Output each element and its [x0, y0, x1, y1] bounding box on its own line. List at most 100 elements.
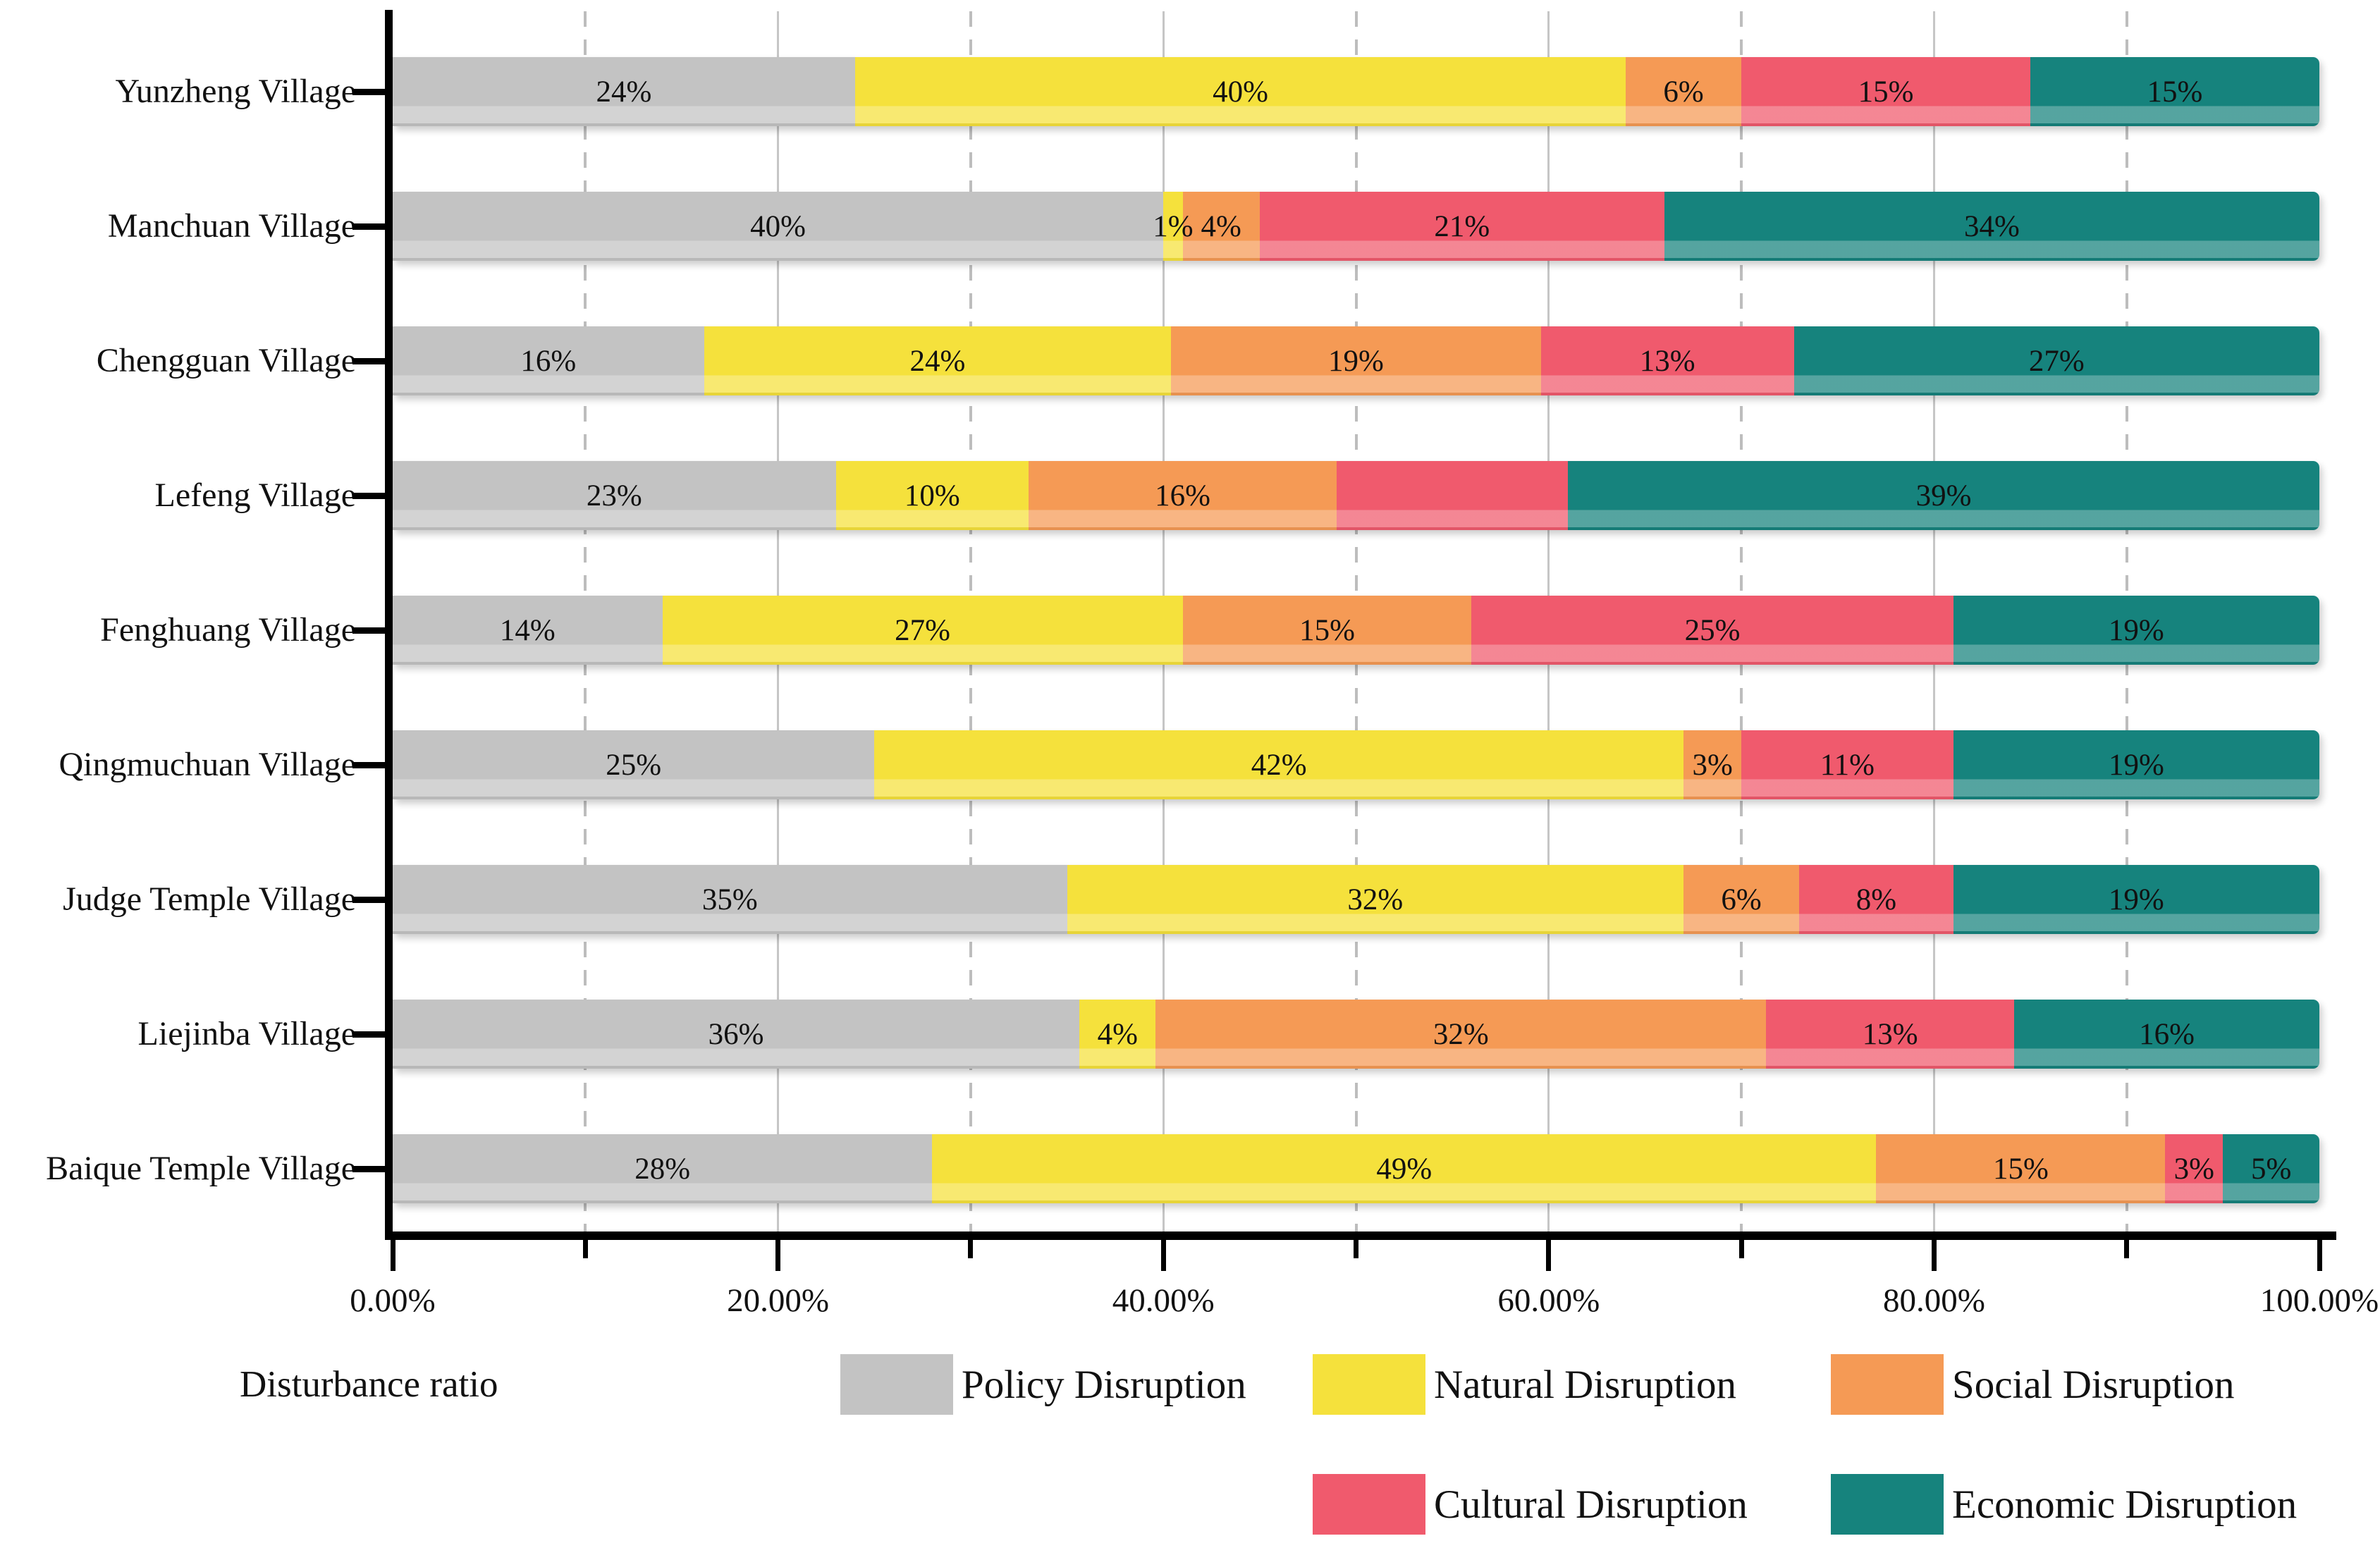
- bar-value-label: 24%: [909, 344, 966, 378]
- bar-value-label: 19%: [1328, 344, 1384, 378]
- bar-segment-cultural-disruption: 3%: [2165, 1134, 2223, 1203]
- legend-item-cultural-disruption: Cultural Disruption: [1313, 1474, 1748, 1535]
- x-axis-tick-label: 40.00%: [1112, 1282, 1215, 1319]
- y-axis-tick: [352, 223, 386, 230]
- bar-segment-economic-disruption: 34%: [1664, 192, 2319, 261]
- bar-segment-policy-disruption: 25%: [393, 730, 875, 799]
- bar-segment-social-disruption: 6%: [1626, 57, 1742, 126]
- bar-segment-economic-disruption: 27%: [1793, 326, 2319, 395]
- bar-segment-cultural-disruption: 21%: [1259, 192, 1664, 261]
- bar-value-label: 25%: [606, 748, 662, 782]
- x-axis-tick-10: [582, 1240, 588, 1258]
- bar-segment-economic-disruption: 19%: [1953, 865, 2319, 934]
- legend-item-social-disruption: Social Disruption: [1831, 1354, 2235, 1415]
- bar-segment-cultural-disruption: 8%: [1799, 865, 1953, 934]
- bar-value-label: 16%: [2139, 1017, 2195, 1051]
- bar-value-label: 16%: [520, 344, 577, 378]
- bar-value-label: 19%: [2108, 883, 2164, 916]
- bar-value-label: 19%: [2108, 748, 2164, 782]
- x-axis-tick-label: 80.00%: [1882, 1282, 1985, 1319]
- bar-segment-economic-disruption: 19%: [1953, 730, 2319, 799]
- category-label: Liejinba Village: [137, 1015, 356, 1052]
- category-label: Yunzheng Village: [115, 73, 356, 110]
- bar-segment-policy-disruption: 24%: [393, 57, 855, 126]
- bar-value-label: 16%: [1155, 479, 1210, 512]
- bar-segment-social-disruption: 3%: [1683, 730, 1742, 799]
- bar-segment-natural-disruption: 24%: [704, 326, 1172, 395]
- y-axis-tick: [352, 1166, 386, 1172]
- bar-segment-cultural-disruption: 15%: [1741, 57, 2030, 126]
- x-axis-tick-label: 20.00%: [727, 1282, 830, 1319]
- bar-value-label: 35%: [701, 883, 758, 916]
- x-axis-tick-30: [968, 1240, 974, 1258]
- category-label: Lefeng Village: [154, 477, 356, 514]
- y-axis-tick: [352, 897, 386, 903]
- category-label: Fenghuang Village: [100, 611, 356, 649]
- bar-row: 35% 32% 6% 8% 19%: [393, 865, 2319, 934]
- bar-value-label: 36%: [708, 1017, 764, 1051]
- legend-swatch: [1313, 1474, 1425, 1535]
- bar-segment-policy-disruption: 14%: [393, 596, 663, 665]
- bar-value-label: 40%: [1213, 75, 1268, 109]
- y-axis-tick: [352, 493, 386, 499]
- bar-segment-social-disruption: 32%: [1155, 1000, 1767, 1069]
- y-axis-tick: [352, 762, 386, 768]
- bar-value-label: 25%: [1684, 613, 1741, 647]
- bar-value-label: 19%: [2108, 613, 2164, 647]
- x-axis-tick-90: [2124, 1240, 2130, 1258]
- bar-segment-economic-disruption: 5%: [2223, 1134, 2319, 1203]
- bar-segment-policy-disruption: 23%: [393, 461, 836, 530]
- bar-segment-cultural-disruption: 25%: [1471, 596, 1953, 665]
- y-axis-tick: [352, 358, 386, 364]
- bar-value-label: 4%: [1097, 1017, 1138, 1051]
- bar-value-label: 11%: [1820, 748, 1875, 782]
- bar-value-label: 6%: [1721, 883, 1762, 916]
- bar-segment-policy-disruption: 28%: [393, 1134, 933, 1203]
- y-axis-tick: [352, 89, 386, 95]
- category-label: Qingmuchuan Village: [59, 746, 356, 783]
- bar-value-label: 1%: [1153, 209, 1194, 243]
- legend-label: Social Disruption: [1952, 1362, 2235, 1407]
- bar-value-label: 14%: [499, 613, 556, 647]
- bar-segment-economic-disruption: 39%: [1568, 461, 2319, 530]
- legend-label: Cultural Disruption: [1434, 1482, 1748, 1527]
- bar-segment-economic-disruption: 16%: [2014, 1000, 2319, 1069]
- legend-swatch: [1313, 1354, 1425, 1415]
- x-axis-tick-60: [1546, 1240, 1552, 1271]
- bar-row: 14% 27% 15% 25% 19%: [393, 596, 2319, 665]
- bar-row: 23% 10% 16% 39%: [393, 461, 2319, 530]
- bar-row: 16% 24% 19% 13% 27%: [393, 326, 2319, 395]
- y-axis-tick: [352, 1031, 386, 1038]
- bar-value-label: 27%: [2028, 344, 2085, 378]
- bar-value-label: 24%: [596, 75, 652, 109]
- bar-segment-policy-disruption: 40%: [393, 192, 1164, 261]
- bar-segment-social-disruption: 16%: [1028, 461, 1337, 530]
- bar-value-label: 15%: [2147, 75, 2203, 109]
- bar-value-label: 42%: [1251, 748, 1307, 782]
- legend-label: Policy Disruption: [962, 1362, 1246, 1407]
- bar-value-label: 49%: [1376, 1152, 1433, 1186]
- bar-segment-policy-disruption: 35%: [393, 865, 1067, 934]
- bar-value-label: 15%: [1858, 75, 1914, 109]
- bar-value-label: 32%: [1433, 1017, 1489, 1051]
- x-axis-tick-100: [2317, 1240, 2322, 1271]
- x-axis-tick-70: [1738, 1240, 1744, 1258]
- bar-value-label: 5%: [2250, 1152, 2292, 1186]
- bar-value-label: 6%: [1663, 75, 1704, 109]
- x-axis-tick-label: 60.00%: [1497, 1282, 1600, 1319]
- bar-value-label: 4%: [1201, 209, 1241, 243]
- bar-value-label: 27%: [895, 613, 950, 647]
- legend-label: Economic Disruption: [1952, 1482, 2298, 1527]
- bar-value-label: 23%: [586, 479, 642, 512]
- bar-segment-economic-disruption: 19%: [1953, 596, 2319, 665]
- x-axis-tick-label: 100.00%: [2259, 1282, 2379, 1319]
- bar-segment-economic-disruption: 15%: [2030, 57, 2319, 126]
- bar-value-label: 8%: [1855, 883, 1897, 916]
- legend-item-natural-disruption: Natural Disruption: [1313, 1354, 1736, 1415]
- legend-swatch: [840, 1354, 953, 1415]
- bar-value-label: 28%: [634, 1152, 691, 1186]
- bar-value-label: 13%: [1639, 344, 1695, 378]
- bar-value-label: 13%: [1862, 1017, 1918, 1051]
- bar-row: 28% 49% 15% 3% 5%: [393, 1134, 2319, 1203]
- bar-segment-policy-disruption: 16%: [393, 326, 704, 395]
